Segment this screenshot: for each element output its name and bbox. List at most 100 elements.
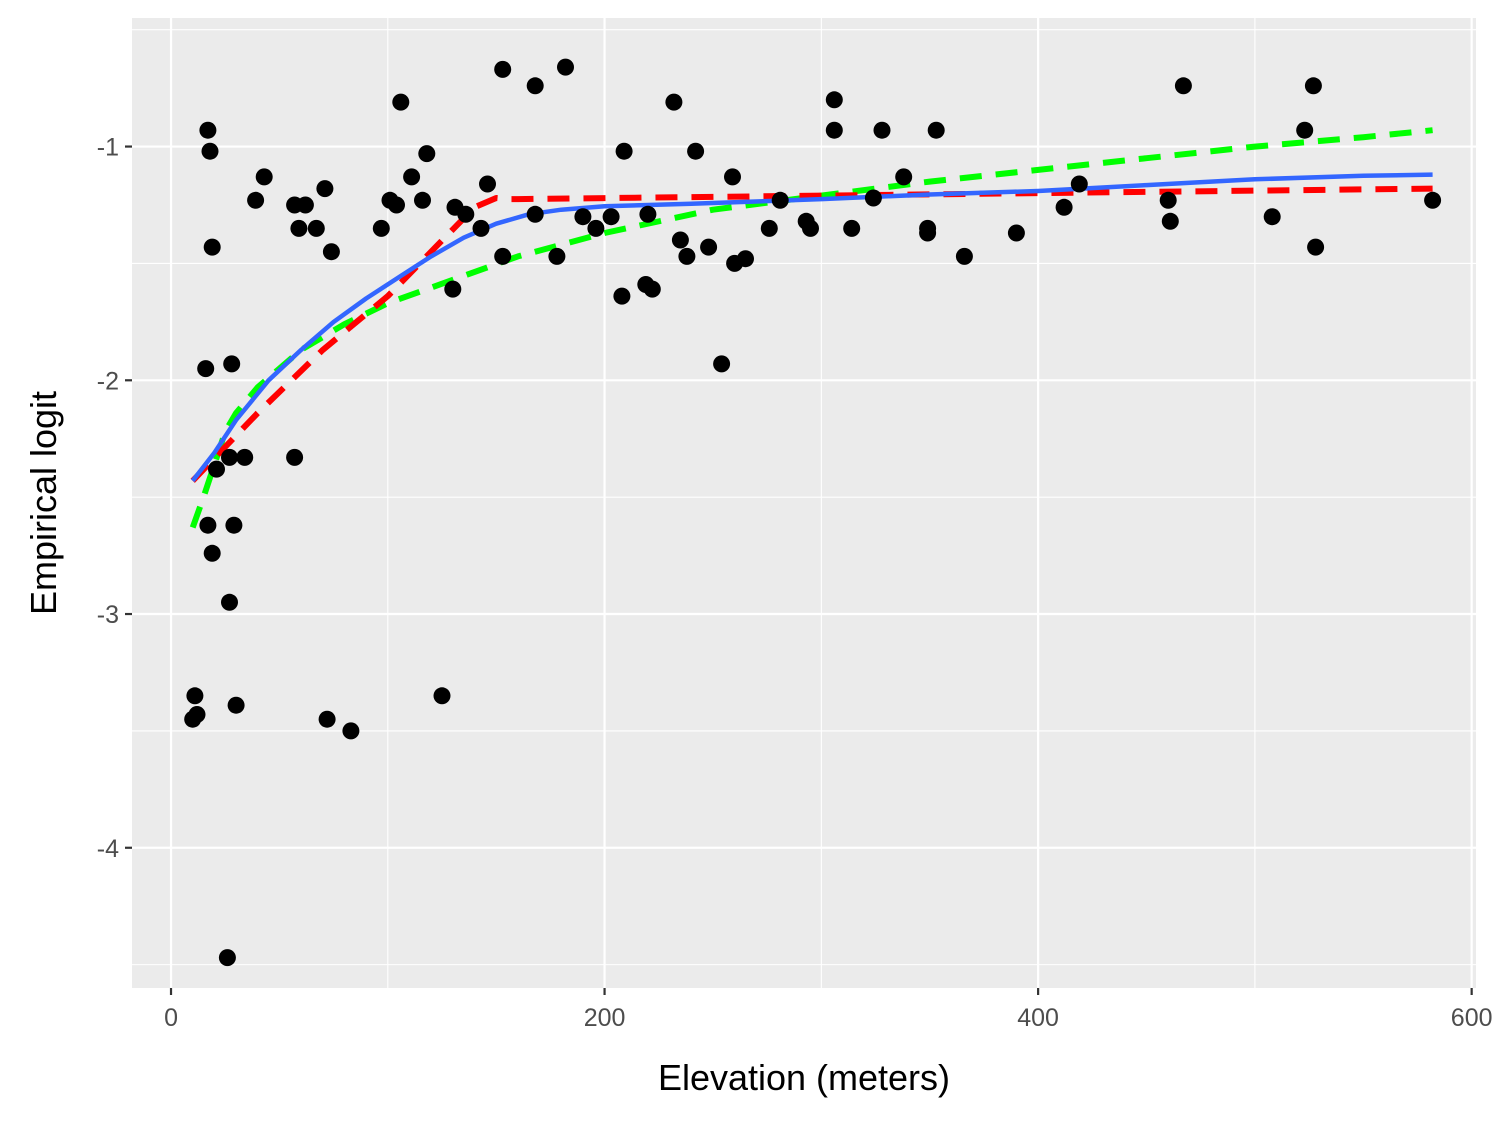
data-point (713, 355, 731, 373)
data-point (665, 93, 683, 111)
data-point (873, 121, 891, 139)
y-axis-title: Empirical logit (23, 391, 64, 615)
data-point (825, 91, 843, 109)
data-point (613, 287, 631, 305)
data-point (236, 448, 254, 466)
data-point (444, 280, 462, 298)
grid-major (132, 18, 1476, 988)
data-point (724, 168, 741, 186)
data-point (526, 77, 544, 95)
x-tick-label: 400 (1017, 1004, 1059, 1032)
y-tick-label: -2 (97, 367, 119, 395)
data-point (639, 205, 657, 223)
data-point (403, 168, 421, 186)
data-point (1307, 238, 1325, 256)
data-point (221, 448, 238, 466)
data-point (199, 516, 217, 534)
data-point (197, 360, 215, 378)
x-axis-title: Elevation (meters) (658, 1057, 950, 1098)
data-point (388, 196, 405, 214)
data-point (479, 175, 496, 193)
data-point (255, 168, 273, 186)
data-point (760, 219, 778, 237)
points-layer (184, 58, 1442, 967)
data-point (1174, 77, 1192, 95)
data-point (927, 121, 945, 139)
data-point (208, 460, 225, 478)
data-point (414, 191, 431, 209)
series-line-log (189, 127, 1433, 529)
data-point (494, 247, 512, 265)
data-point (457, 205, 475, 223)
data-point (687, 142, 705, 160)
data-point (700, 238, 718, 256)
data-point (955, 247, 973, 265)
data-point (737, 250, 754, 268)
plot-panel (132, 18, 1476, 988)
data-point (602, 208, 620, 226)
data-point (322, 243, 340, 261)
data-point (188, 706, 206, 723)
data-point (223, 355, 241, 373)
data-point (802, 219, 819, 237)
data-point (342, 722, 360, 740)
data-point (199, 121, 217, 139)
data-point (1296, 121, 1314, 139)
data-point (1304, 77, 1322, 95)
series-layer (189, 127, 1433, 529)
data-point (290, 219, 308, 237)
data-point (843, 219, 861, 237)
data-point (1263, 208, 1281, 226)
data-point (548, 247, 566, 265)
data-point (1159, 191, 1177, 209)
data-point (1070, 175, 1088, 193)
x-tick-label: 200 (584, 1004, 626, 1032)
data-point (307, 219, 325, 237)
y-tick-label: -4 (97, 835, 119, 863)
data-point (1055, 198, 1073, 216)
series-line-smooth (190, 172, 1433, 483)
data-point (203, 238, 221, 256)
x-tick-label: 0 (164, 1004, 178, 1032)
data-point (286, 448, 304, 466)
x-axis: 0 200 400 600 (164, 988, 1493, 1032)
y-axis: -4 -3 -2 -1 (97, 134, 132, 863)
data-point (472, 219, 490, 237)
data-point (574, 208, 592, 226)
data-point (557, 58, 574, 76)
data-point (227, 696, 245, 714)
data-point (201, 142, 219, 160)
data-point (678, 247, 696, 265)
x-tick-label: 600 (1451, 1004, 1493, 1032)
data-point (671, 231, 689, 249)
data-point (864, 189, 882, 207)
data-point (318, 710, 336, 728)
data-point (825, 121, 843, 139)
data-point (433, 687, 451, 705)
data-point (418, 145, 436, 163)
y-tick-label: -1 (97, 134, 119, 162)
data-point (221, 593, 238, 611)
series-line-piecewise (190, 185, 1433, 483)
y-tick-label: -3 (97, 601, 119, 629)
data-point (225, 516, 243, 534)
data-point (203, 544, 221, 562)
data-point (587, 219, 605, 237)
data-point (1007, 224, 1025, 242)
data-point (218, 949, 236, 967)
data-point (372, 219, 390, 237)
data-point (1424, 191, 1442, 209)
data-point (1161, 212, 1179, 230)
data-point (615, 142, 633, 160)
data-point (643, 280, 661, 298)
data-point (919, 224, 937, 242)
data-point (494, 60, 512, 78)
data-point (895, 168, 913, 186)
data-point (771, 191, 789, 209)
data-point (316, 180, 334, 198)
data-point (296, 196, 314, 214)
data-point (526, 205, 544, 223)
data-point (392, 93, 410, 111)
data-point (186, 687, 204, 705)
